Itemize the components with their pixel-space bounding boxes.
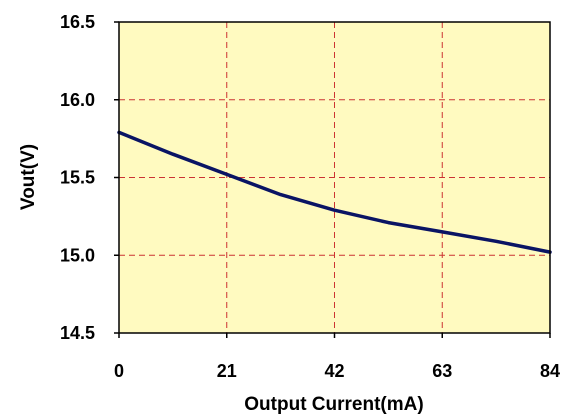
- x-tick-label: 63: [432, 361, 452, 381]
- series-line: [117, 130, 552, 254]
- y-axis-ticks: 16.5 16.0 15.5 15.0 14.5: [60, 12, 119, 343]
- x-tick-label: 0: [114, 361, 124, 381]
- y-axis-title: Vout(V): [18, 144, 39, 210]
- y-tick-label: 15.5: [60, 168, 95, 188]
- x-tick-label: 21: [217, 361, 237, 381]
- x-tick-label: 42: [324, 361, 344, 381]
- grid: [119, 22, 550, 333]
- y-tick-label: 16.5: [60, 12, 95, 32]
- y-tick-label: 14.5: [60, 323, 95, 343]
- x-tick-label: 84: [540, 361, 560, 381]
- y-tick-label: 15.0: [60, 245, 95, 265]
- x-axis-ticks: 0 21 42 63 84: [114, 333, 560, 381]
- x-axis-title: Output Current(mA): [244, 394, 423, 415]
- y-tick-label: 16.0: [60, 90, 95, 110]
